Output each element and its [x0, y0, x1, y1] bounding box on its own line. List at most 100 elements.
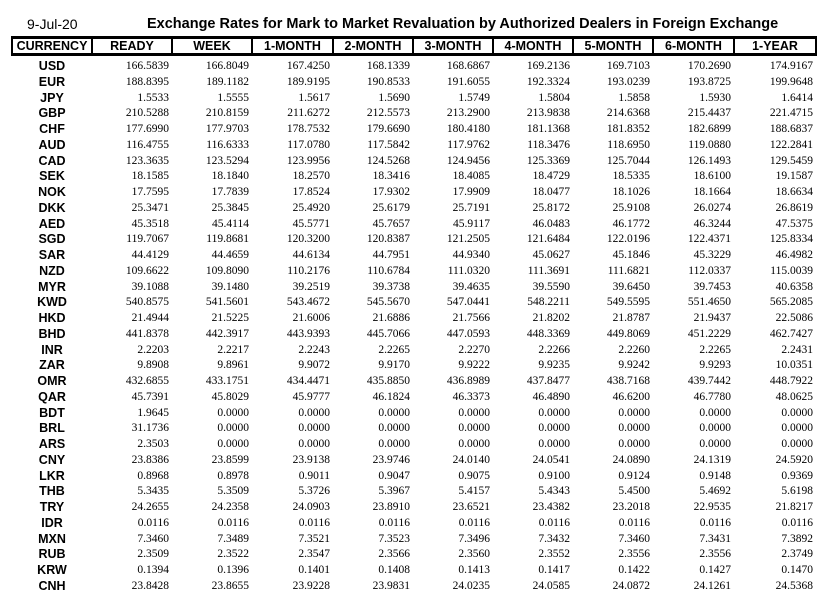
rate-1-year: 48.0625 [775, 390, 813, 403]
rate-6-month: 439.7442 [687, 375, 731, 387]
rate-1-month: 7.3521 [298, 532, 330, 545]
rate-2-month: 39.3738 [372, 280, 410, 293]
rate-1-year: 174.9167 [769, 60, 813, 72]
currency-code: IDR [41, 515, 63, 530]
rate-1-month: 45.9777 [292, 390, 330, 403]
rate-1-month: 178.7532 [286, 123, 330, 135]
rate-2-month: 0.0000 [378, 438, 410, 450]
rate-1-month: 0.0000 [298, 422, 330, 435]
currency-code: EUR [38, 74, 66, 89]
rate-5-month: 5.4500 [618, 485, 650, 498]
rate-ready: 44.4129 [131, 249, 169, 261]
rate-3-month: 447.0593 [446, 327, 490, 340]
rate-week: 0.1396 [217, 564, 249, 576]
rate-5-month: 46.6200 [612, 390, 650, 403]
table-row: ZAR 9.8908 9.8961 9.9072 9.9170 9.9222 9.9235 9… [12, 358, 816, 374]
currency-code: MYR [38, 279, 66, 294]
rate-6-month: 112.0337 [688, 264, 731, 277]
rate-5-month: 118.6950 [607, 138, 650, 151]
rate-ready: 0.1394 [137, 564, 169, 576]
rate-4-month: 169.2136 [526, 60, 570, 72]
rate-week: 442.3917 [205, 327, 249, 340]
rate-6-month: 21.9437 [693, 312, 731, 324]
rate-1-month: 17.8524 [292, 186, 330, 198]
rate-4-month: 5.4343 [538, 485, 570, 498]
rate-week: 0.0000 [217, 406, 249, 419]
table-row: KWD 540.8575 541.5601 543.4672 545.5670 547.0… [12, 295, 816, 311]
rate-week: 123.5294 [205, 154, 249, 167]
currency-code: NZD [39, 263, 65, 278]
rate-1-year: 2.2431 [781, 343, 813, 356]
rate-ready: 7.3460 [137, 532, 169, 545]
rate-1-year: 115.0039 [770, 264, 813, 277]
table-row: USD 166.5839 166.8049 167.4250 168.1339 168.6… [12, 55, 816, 75]
rate-6-month: 1.5930 [699, 91, 731, 104]
rate-3-month: 168.6867 [446, 60, 490, 72]
rate-6-month: 0.0116 [699, 516, 731, 529]
rate-3-month: 24.0140 [452, 453, 490, 466]
rate-ready: 540.8575 [125, 296, 169, 309]
rate-ready: 23.8386 [131, 453, 169, 466]
rate-2-month: 45.7657 [372, 217, 410, 230]
rate-week: 116.6333 [206, 138, 249, 151]
rate-4-month: 111.3691 [527, 264, 570, 277]
rate-2-month: 0.9047 [378, 469, 410, 482]
table-row: NOK 17.7595 17.7839 17.8524 17.9302 17.9909 18… [12, 185, 816, 201]
rate-1-month: 110.2176 [287, 264, 330, 277]
rate-1-year: 19.1587 [775, 170, 813, 183]
rate-2-month: 117.5842 [367, 138, 410, 151]
rate-week: 0.0116 [217, 516, 249, 529]
rate-1-year: 26.8619 [775, 201, 813, 214]
rate-2-month: 2.2265 [378, 343, 410, 356]
rate-2-month: 190.8533 [366, 75, 410, 88]
rate-4-month: 23.4382 [532, 501, 570, 513]
column-header-1-month: 1-MONTH [251, 36, 334, 56]
rate-week: 23.8599 [211, 453, 249, 466]
column-header-3-month: 3-MONTH [412, 36, 494, 56]
rate-week: 210.8159 [205, 107, 249, 120]
rate-5-month: 549.5595 [606, 296, 650, 309]
table-row: CNY 23.8386 23.8599 23.9138 23.9746 24.0140 24… [12, 453, 816, 469]
rate-6-month: 0.0000 [699, 406, 731, 419]
rate-4-month: 45.0627 [532, 249, 570, 261]
rate-ready: 119.7067 [126, 233, 169, 246]
column-header-2-month: 2-MONTH [332, 36, 414, 56]
rate-week: 0.0000 [217, 438, 249, 450]
rate-2-month: 25.6179 [372, 201, 410, 214]
rate-6-month: 26.0274 [693, 201, 731, 214]
table-row: SAR 44.4129 44.4659 44.6134 44.7951 44.9340 45… [12, 248, 816, 264]
rate-6-month: 5.4692 [699, 485, 731, 498]
rate-3-month: 44.9340 [452, 249, 490, 261]
rate-5-month: 438.7168 [606, 375, 650, 387]
rate-2-month: 23.9746 [372, 453, 410, 466]
currency-code: CHF [39, 122, 65, 136]
column-header-5-month: 5-MONTH [572, 36, 654, 56]
rate-3-month: 25.7191 [452, 201, 490, 214]
rate-1-year: 0.0116 [781, 516, 813, 529]
rate-4-month: 0.9100 [538, 469, 570, 482]
table-row: QAR 45.7391 45.8029 45.9777 46.1824 46.3373 46… [12, 390, 816, 406]
rate-1-year: 565.2085 [769, 296, 813, 309]
table-row: GBP 210.5288 210.8159 211.6272 212.5573 213.2… [12, 106, 816, 122]
rate-1-month: 443.9393 [286, 327, 330, 340]
rate-1-month: 9.9072 [298, 359, 330, 372]
rate-1-year: 47.5375 [775, 217, 813, 230]
rate-week: 0.8978 [217, 469, 249, 482]
rate-6-month: 45.3229 [693, 249, 731, 261]
rate-week: 541.5601 [205, 296, 249, 309]
rate-3-month: 0.1413 [458, 564, 490, 576]
rate-3-month: 124.9456 [446, 154, 490, 167]
rate-3-month: 9.9222 [458, 359, 490, 372]
rate-3-month: 117.9762 [447, 138, 490, 151]
currency-code: THB [39, 484, 65, 499]
table-row: SEK 18.1585 18.1840 18.2570 18.3416 18.4085 18… [12, 169, 816, 185]
currency-code: MXN [38, 531, 66, 546]
rate-ready: 177.6990 [125, 123, 169, 135]
rate-1-year: 24.5920 [775, 453, 813, 466]
rate-5-month: 0.0000 [618, 438, 650, 450]
currency-code: OMR [37, 374, 67, 388]
column-header-1-year: 1-YEAR [733, 36, 817, 56]
rate-5-month: 181.8352 [606, 123, 650, 135]
column-header-week: WEEK [171, 36, 253, 56]
rate-4-month: 192.3324 [526, 75, 570, 88]
